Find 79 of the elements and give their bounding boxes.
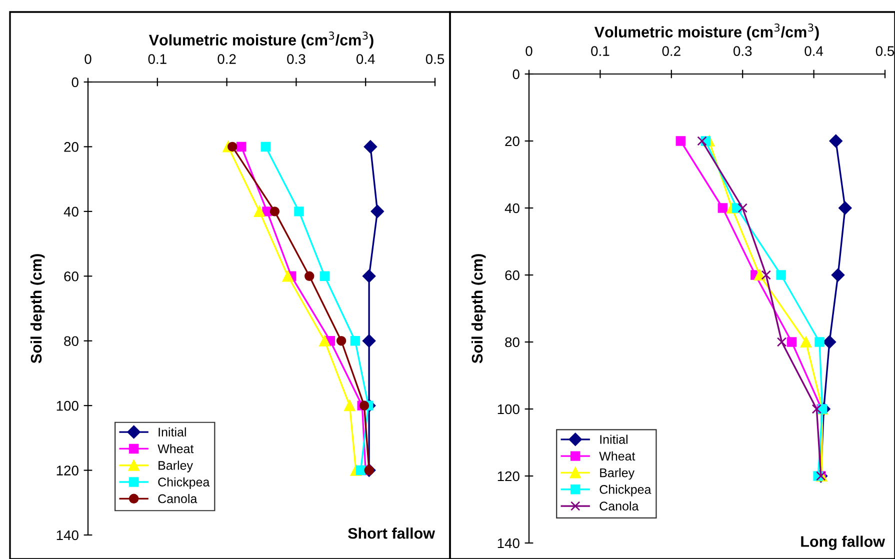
point	[814, 337, 824, 347]
annotation: Long fallow	[801, 536, 886, 550]
point	[282, 270, 294, 282]
x-tick-label: 0.5	[426, 54, 444, 64]
point	[227, 142, 238, 152]
x-tick-label: 0.1	[591, 46, 610, 56]
annotation: Short fallow	[348, 528, 436, 539]
point	[336, 336, 346, 346]
x-axis-title: Volumetric moisture (cm$^{3}$/cm$^{3}$)	[148, 32, 374, 48]
point	[812, 404, 822, 414]
point	[362, 270, 376, 283]
y-tick-label: 140	[498, 538, 520, 548]
point	[829, 134, 842, 148]
y-tick-label: 40	[64, 206, 78, 217]
y-tick-label: 100	[498, 404, 520, 414]
x-tick-label: 0.5	[876, 46, 894, 56]
x-axis-title: Volumetric moisture (cm$^{3}$/cm$^{3}$)	[594, 24, 819, 40]
legend-label: Chickpea	[600, 484, 652, 496]
x-tick-label: 0.2	[662, 46, 680, 56]
legend-label: Barley	[158, 460, 193, 472]
x-tick-label: 0.4	[804, 46, 824, 56]
point	[236, 142, 246, 152]
y-tick-label: 60	[64, 271, 78, 282]
legend-label: Wheat	[599, 451, 636, 461]
point	[761, 270, 771, 280]
x-tick-label: 0	[84, 54, 92, 64]
point	[320, 271, 330, 282]
point	[319, 335, 330, 346]
point	[294, 206, 304, 216]
point	[350, 336, 360, 346]
point	[304, 271, 314, 282]
point	[270, 206, 280, 216]
point	[776, 270, 786, 280]
point	[718, 203, 728, 213]
x-tick-label: 0.3	[287, 54, 306, 64]
y-tick-label: 120	[56, 466, 78, 476]
point	[260, 142, 271, 152]
point	[344, 400, 356, 412]
legend-label: Initial	[158, 427, 186, 437]
point	[776, 337, 787, 347]
point	[676, 136, 686, 146]
legend-label: Chickpea	[158, 477, 210, 489]
point	[356, 465, 366, 476]
y-tick-label: 0	[72, 77, 78, 88]
point	[697, 136, 707, 146]
y-tick-label: 20	[505, 136, 520, 146]
point	[786, 337, 797, 347]
x-tick-label: 0.1	[148, 54, 166, 64]
x-tick-label: 0	[526, 46, 532, 56]
y-tick-label: 140	[56, 530, 78, 540]
y-tick-label: 80	[64, 336, 78, 346]
point	[831, 268, 845, 282]
x-tick-label: 0.3	[733, 46, 752, 56]
x-tick-label: 0.2	[218, 54, 236, 64]
y-tick-label: 20	[64, 142, 78, 152]
x-tick-label: 0.4	[356, 54, 375, 64]
y-tick-label: 100	[56, 400, 78, 411]
legend-label: Wheat	[158, 444, 194, 454]
point	[800, 336, 812, 348]
legend-label: Canola	[600, 501, 639, 511]
point	[822, 335, 836, 349]
legend-label: Barley	[600, 468, 635, 480]
y-axis-title: Soil depth (cm)	[471, 254, 486, 364]
point	[370, 204, 384, 218]
y-tick-label: 60	[505, 270, 520, 280]
point	[362, 334, 376, 348]
point	[254, 206, 265, 217]
y-tick-label: 0	[512, 69, 520, 80]
y-tick-label: 120	[498, 471, 520, 482]
y-tick-label: 80	[505, 337, 520, 348]
legend-label: Canola	[158, 494, 198, 504]
point	[754, 269, 766, 281]
point	[359, 400, 370, 410]
y-axis-title: Soil depth (cm)	[30, 254, 45, 364]
point	[738, 203, 748, 213]
point	[838, 201, 852, 215]
y-tick-label: 40	[504, 203, 520, 214]
point	[364, 140, 378, 154]
legend-label: Initial	[600, 434, 628, 444]
